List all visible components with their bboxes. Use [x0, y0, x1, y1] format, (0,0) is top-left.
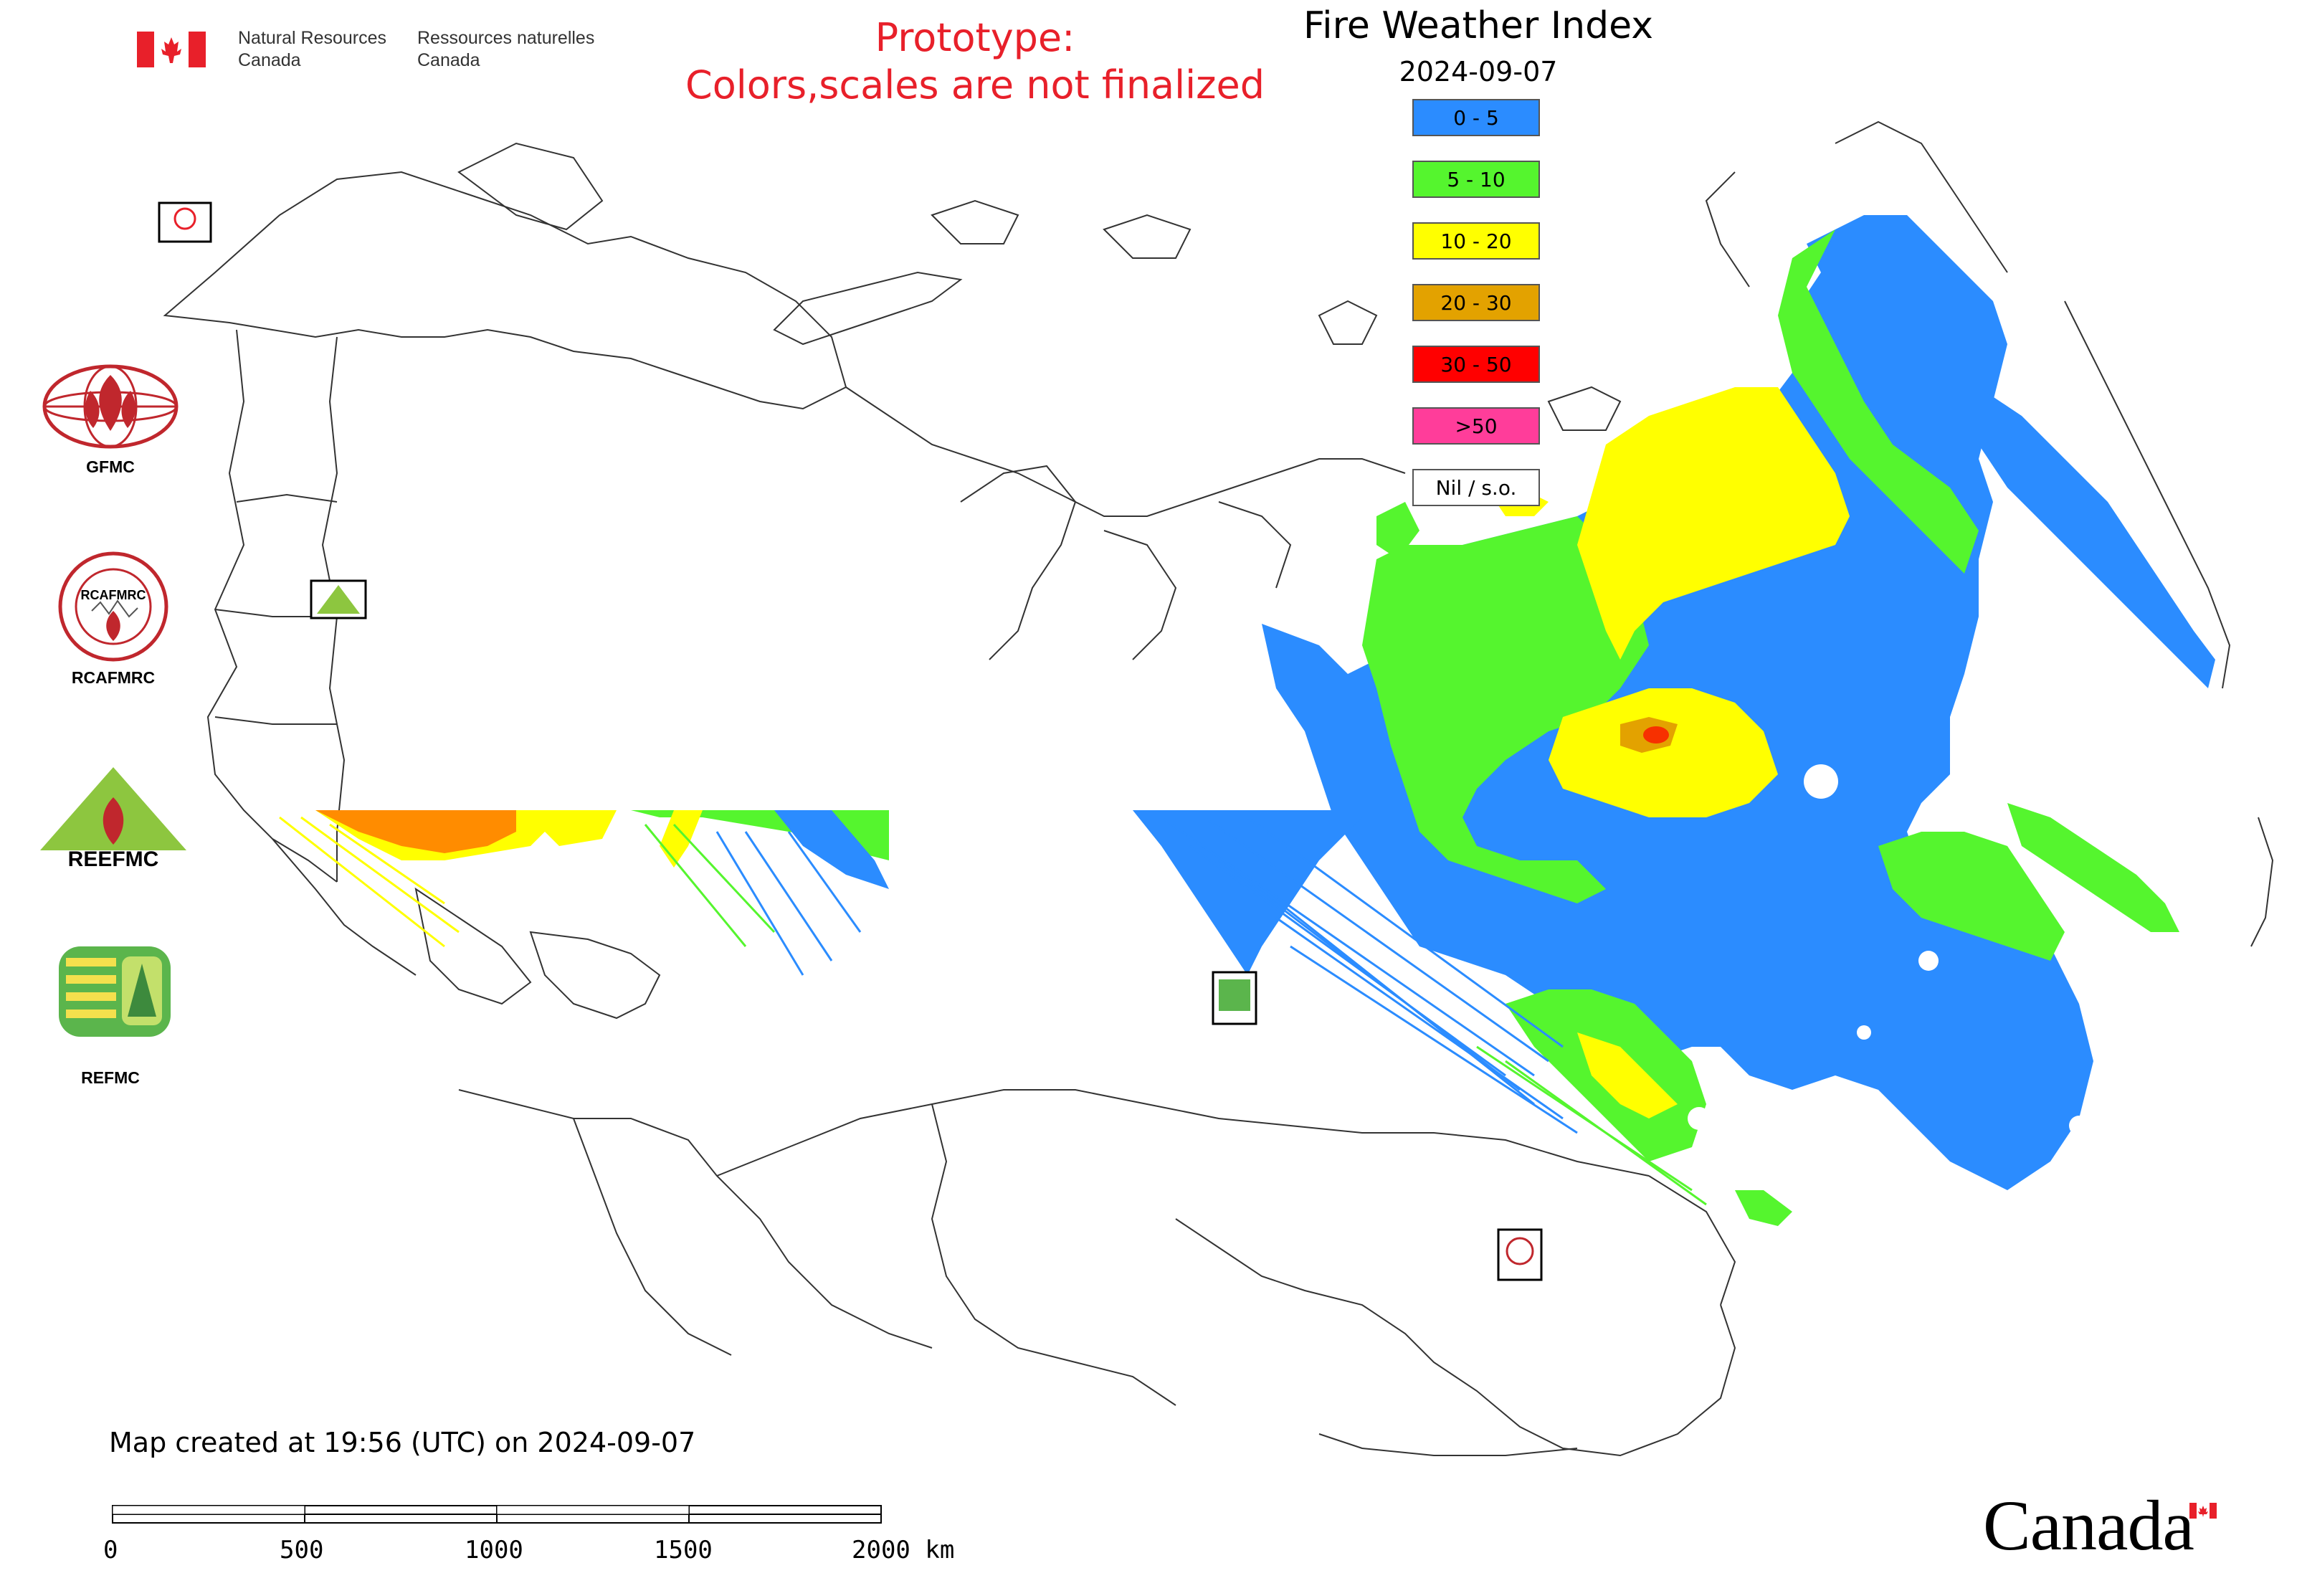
country-borders — [163, 120, 2274, 1457]
fwi-raster — [391, 215, 2215, 1226]
scale-bar — [112, 1505, 882, 1524]
scale-tick-1000: 1000 — [465, 1536, 523, 1564]
fwi-streak-band — [279, 810, 1707, 1206]
legend-item: 10 - 20 — [1412, 222, 1540, 260]
legend-item: 0 - 5 — [1412, 99, 1540, 136]
legend-item: >50 — [1412, 407, 1540, 445]
rcafmrc-logo-text: RCAFMRC — [81, 588, 146, 602]
legend-item: Nil / s.o. — [1412, 469, 1540, 506]
map-created-note: Map created at 19:56 (UTC) on 2024-09-07 — [109, 1427, 696, 1458]
prototype-notice: Prototype: Colors,scales are not finaliz… — [652, 14, 1298, 109]
map-logo-markers — [158, 201, 1543, 1281]
legend-item: 20 - 30 — [1412, 284, 1540, 321]
gfmc-label: GFMC — [86, 457, 135, 476]
gfmc-logo — [40, 362, 181, 455]
rcafmrc-logo: RCAFMRC — [57, 551, 169, 662]
reefmc-logo: REEFMC — [37, 766, 189, 871]
refmc-label: REFMC — [81, 1068, 140, 1087]
map-title: Fire Weather Index — [1303, 4, 1653, 47]
scale-tick-2000: 2000 km — [852, 1536, 955, 1564]
org-en-line1: Natural Resources — [238, 28, 387, 48]
canada-flag — [137, 32, 206, 67]
legend-item: 30 - 50 — [1412, 346, 1540, 383]
legend-item-label: 30 - 50 — [1440, 352, 1512, 376]
map-date: 2024-09-07 — [1399, 56, 1558, 87]
org-fr-line2: Canada — [417, 50, 480, 70]
prototype-line2: Colors,scales are not finalized — [685, 62, 1265, 108]
scale-tick-1500: 1500 — [654, 1536, 713, 1564]
refmc-logo — [57, 945, 172, 1038]
scale-tick-500: 500 — [280, 1536, 324, 1564]
scale-tick-0: 0 — [103, 1536, 118, 1564]
legend-item-label: Nil / s.o. — [1435, 475, 1517, 500]
rcafmrc-label: RCAFMRC — [71, 668, 156, 687]
legend-item-label: >50 — [1455, 414, 1498, 438]
legend-item-label: 20 - 30 — [1440, 290, 1512, 315]
org-fr-line1: Ressources naturelles — [417, 28, 595, 48]
canada-wordmark: Canada — [1983, 1486, 2194, 1565]
org-en-line2: Canada — [238, 50, 301, 70]
legend-item-label: 10 - 20 — [1440, 229, 1512, 253]
canada-wordmark-flag — [2189, 1503, 2217, 1519]
legend-item-label: 5 - 10 — [1447, 167, 1506, 191]
reefmc-logo-text: REEFMC — [68, 847, 159, 870]
prototype-line1: Prototype: — [875, 15, 1075, 60]
org-name-fr: Ressources naturelles Canada — [417, 27, 594, 72]
legend-item: 5 - 10 — [1412, 161, 1540, 198]
org-name-en: Natural Resources Canada — [238, 27, 386, 72]
legend-item-label: 0 - 5 — [1453, 105, 1499, 130]
